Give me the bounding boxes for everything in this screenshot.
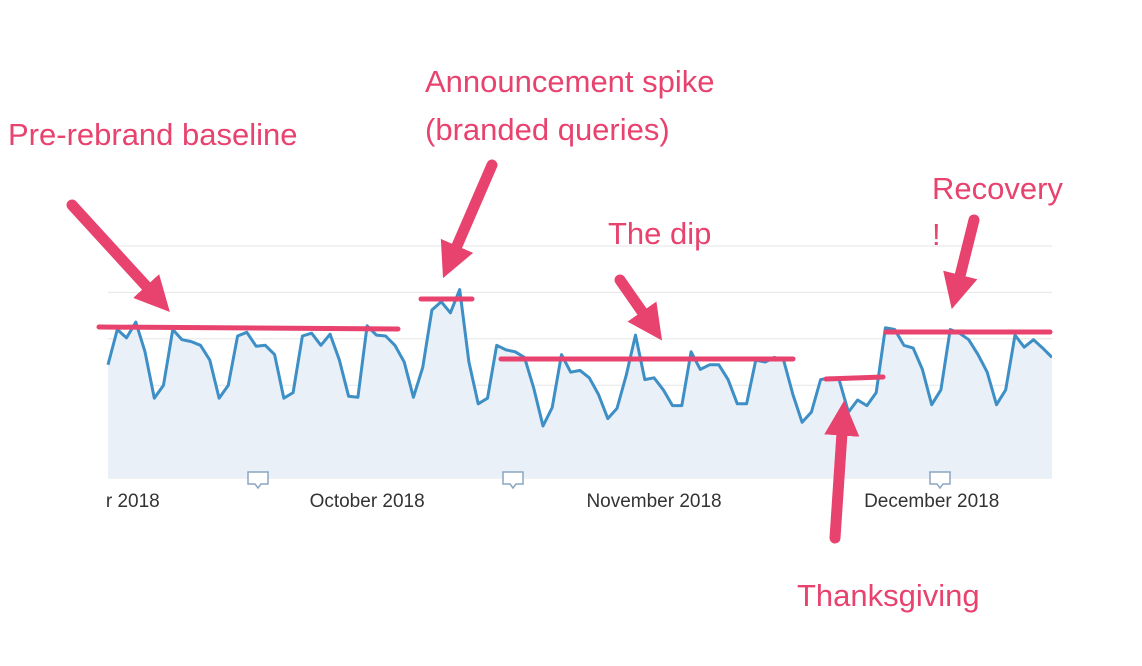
annotation: Recovery (932, 171, 1063, 206)
annotation: (branded queries) (425, 112, 670, 147)
annotation: The dip (608, 216, 711, 251)
comment-icons (247, 471, 951, 490)
area (108, 289, 1052, 478)
annotation-marks (66, 159, 1053, 544)
comment-icon[interactable] (929, 471, 951, 490)
arrow (943, 214, 980, 310)
x-tick-label: December 2018 (864, 491, 999, 512)
annotation: Pre-rebrand baseline (8, 117, 298, 152)
level-line (96, 324, 401, 332)
x-tick-label: October 2018 (310, 491, 425, 512)
comment-icon[interactable] (502, 471, 524, 490)
arrow (440, 159, 498, 279)
annotation: ! (932, 217, 941, 252)
x-tick-label: September 2018 (19, 491, 160, 512)
annotation: Thanksgiving (797, 578, 980, 613)
arrow (824, 400, 860, 544)
arrow (66, 199, 170, 312)
level-line (823, 374, 886, 382)
arrow (614, 274, 663, 341)
x-axis: September 2018 October 2018 November 2018 D… (19, 491, 999, 512)
comment-icon[interactable] (247, 471, 269, 490)
annotation: Announcement spike (425, 64, 715, 99)
x-tick-label: November 2018 (586, 491, 721, 512)
plot (106, 288, 1052, 478)
